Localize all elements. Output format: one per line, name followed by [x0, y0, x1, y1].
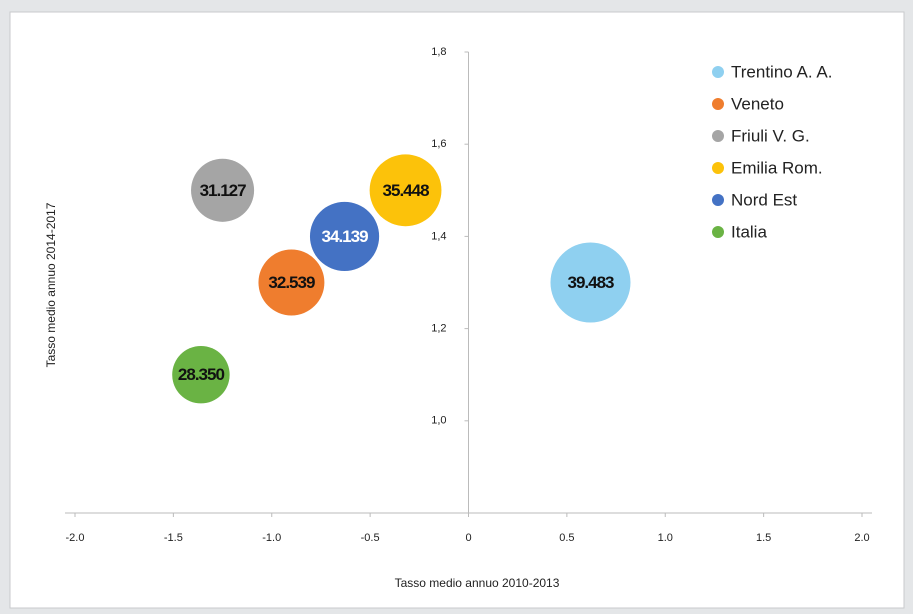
bubble-label: 31.127 [200, 181, 247, 200]
x-tick-label: 0 [465, 532, 471, 544]
legend-label: Nord Est [731, 190, 797, 209]
legend-label: Trentino A. A. [731, 62, 832, 81]
legend-marker [712, 226, 724, 238]
x-tick-label: -2.0 [66, 532, 85, 544]
x-tick-label: -0.5 [361, 532, 380, 544]
bubble-label: 34.139 [322, 227, 369, 246]
x-tick-label: 1.0 [658, 532, 673, 544]
y-tick-label: 1,6 [431, 138, 446, 150]
y-axis-title: Tasso medio annuo 2014-2017 [44, 202, 58, 367]
legend-label: Emilia Rom. [731, 158, 823, 177]
bubble [550, 242, 631, 323]
legend-marker [712, 98, 724, 110]
y-tick-label: 1,0 [431, 415, 446, 427]
bubble [369, 154, 442, 227]
legend-label: Veneto [731, 94, 784, 113]
bubble-label: 28.350 [178, 365, 225, 384]
legend-marker [712, 194, 724, 206]
bubble [309, 201, 380, 271]
bubble [191, 158, 255, 222]
legend-label: Italia [731, 222, 767, 241]
y-tick-label: 1,8 [431, 46, 446, 58]
legend-marker [712, 162, 724, 174]
bubble [258, 249, 325, 316]
x-tick-label: 0.5 [559, 532, 574, 544]
plot-panel [9, 11, 905, 609]
x-tick-label: 1.5 [756, 532, 771, 544]
legend-label: Friuli V. G. [731, 126, 810, 145]
y-tick-label: 1,4 [431, 230, 446, 242]
x-tick-label: -1.0 [262, 532, 281, 544]
bubble-label: 39.483 [567, 273, 614, 292]
x-tick-label: 2.0 [854, 532, 869, 544]
x-axis-title: Tasso medio annuo 2010-2013 [395, 576, 560, 590]
bubble-label: 32.539 [268, 273, 315, 292]
bubble-label: 35.448 [383, 181, 430, 200]
x-tick-label: -1.5 [164, 532, 183, 544]
y-tick-label: 1,2 [431, 323, 446, 335]
legend-marker [712, 66, 724, 78]
legend-marker [712, 130, 724, 142]
bubble [172, 345, 230, 404]
